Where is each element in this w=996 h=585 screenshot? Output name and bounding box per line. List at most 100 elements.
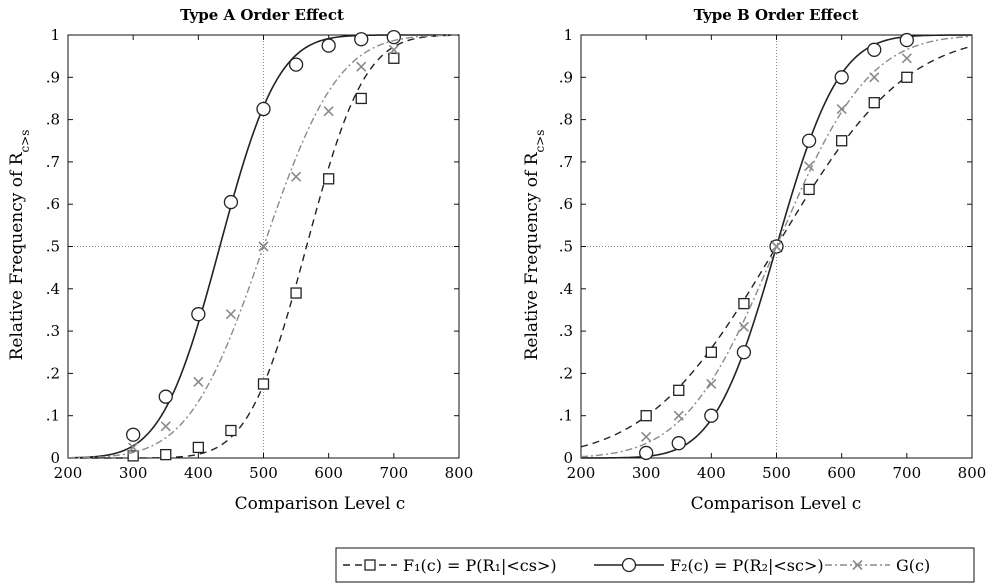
data-point-g: [323, 106, 334, 117]
y-axis-label: Relative Frequency of Rc>s: [7, 130, 32, 361]
data-point-g: [225, 309, 236, 320]
legend-label: F₂(c) = P(R₂|<sc>): [670, 556, 824, 575]
y-tick-label: 1: [563, 26, 573, 44]
data-point-f2: [736, 345, 752, 360]
series-f1: [68, 34, 460, 462]
x-tick-label: 400: [697, 464, 726, 482]
data-point-f1: [160, 448, 172, 461]
data-point-g: [673, 410, 684, 421]
y-tick-label: .1: [46, 407, 60, 425]
data-point-f1: [836, 135, 848, 147]
x-tick-label: 400: [184, 464, 213, 482]
x-tick-label: 200: [567, 464, 596, 482]
x-tick-label: 600: [314, 464, 343, 482]
legend-entry-f1: F₁(c) = P(R₁|<cs>): [343, 556, 557, 575]
y-tick-label: .6: [46, 195, 60, 213]
series-g: [67, 34, 460, 459]
y-tick-label: .9: [559, 68, 573, 86]
x-tick-label: 800: [958, 464, 987, 482]
y-tick-label: .9: [46, 68, 60, 86]
data-point-f2: [834, 70, 849, 85]
legend: F₁(c) = P(R₁|<cs>) F₂(c) = P(R₂|<sc>) G(c): [335, 547, 975, 583]
data-point-g: [356, 61, 367, 72]
data-point-f2: [158, 389, 173, 404]
data-point-f2: [671, 436, 686, 451]
data-point-f2: [867, 42, 882, 57]
x-tick-label: 300: [632, 464, 661, 482]
data-point-f1: [640, 410, 652, 422]
y-tick-label: .3: [559, 322, 573, 340]
y-axis-label-sub: c>s: [18, 130, 32, 153]
data-point-f1: [323, 173, 335, 185]
legend-marker: [621, 557, 637, 573]
panel-type-b: Type B Order Effect Relative Frequency o…: [522, 6, 986, 514]
data-point-f1: [290, 287, 302, 299]
y-tick-label: .1: [559, 407, 573, 425]
y-tick-label: .3: [46, 322, 60, 340]
y-tick-label: .6: [559, 195, 573, 213]
data-point-g: [901, 53, 912, 64]
legend-entry-g: G(c): [825, 556, 930, 575]
chart-title: Type B Order Effect: [694, 6, 859, 24]
data-point-g: [836, 103, 847, 115]
chart-title: Type A Order Effect: [180, 6, 344, 24]
data-point-f2: [321, 38, 336, 53]
y-tick-label: .5: [559, 238, 573, 256]
data-point-f2: [354, 32, 369, 47]
data-point-f2: [191, 307, 206, 322]
legend-label: G(c): [896, 556, 930, 575]
y-tick-label: .5: [46, 238, 60, 256]
data-point-g: [258, 241, 269, 252]
data-point-f2: [223, 194, 239, 210]
data-point-f1: [388, 52, 400, 64]
y-tick-label: .4: [559, 280, 573, 298]
data-point-f1: [738, 297, 750, 310]
data-point-g: [641, 431, 652, 442]
legend-marker: [364, 559, 376, 571]
data-point-g: [128, 442, 139, 453]
y-tick-label: .8: [46, 111, 60, 129]
data-point-f1: [192, 441, 204, 454]
legend-entry-f2: F₂(c) = P(R₂|<sc>): [594, 556, 824, 575]
y-tick-label: 0: [50, 449, 60, 467]
data-point-f2: [639, 445, 654, 461]
data-point-f1: [257, 378, 270, 390]
y-tick-label: .2: [46, 364, 60, 382]
panel-type-a: Type A Order Effect Relative Frequency o…: [7, 6, 473, 514]
data-point-f2: [288, 57, 304, 72]
y-tick-label: .2: [559, 364, 573, 382]
series-f2: [67, 29, 459, 459]
data-point-f1: [901, 71, 913, 83]
data-point-f1: [673, 384, 685, 396]
data-point-g: [193, 376, 204, 387]
data-point-f1: [355, 92, 367, 105]
data-point-f1: [127, 450, 139, 462]
data-point-g: [804, 161, 815, 172]
svg-text:Relative Frequency of Rc>s: Relative Frequency of Rc>s: [7, 130, 32, 361]
svg-text:Relative Frequency of Rc>s: Relative Frequency of Rc>s: [522, 130, 547, 361]
y-tick-label: .4: [46, 280, 60, 298]
x-axis-label: Comparison Level c: [691, 494, 862, 514]
data-point-g: [706, 378, 717, 390]
x-tick-label: 300: [119, 464, 148, 482]
y-tick-label: .7: [559, 153, 573, 171]
data-point-g: [160, 421, 171, 432]
data-point-f2: [704, 408, 719, 423]
data-point-f2: [256, 101, 271, 117]
data-point-g: [869, 72, 880, 83]
data-point-f2: [126, 427, 141, 442]
y-tick-label: 0: [563, 449, 573, 467]
x-tick-label: 800: [445, 464, 474, 482]
x-axis-label: Comparison Level c: [235, 494, 406, 514]
legend-marker: [852, 559, 863, 571]
data-point-g: [771, 241, 782, 252]
y-axis-label: Relative Frequency of Rc>s: [522, 130, 547, 361]
data-point-g: [738, 321, 749, 332]
data-point-f2: [801, 133, 817, 148]
data-point-f1: [868, 97, 880, 109]
y-axis-label-main: Relative Frequency of R: [7, 151, 27, 360]
x-tick-label: 500: [762, 464, 791, 482]
data-point-f2: [386, 29, 401, 45]
data-point-f1: [225, 424, 237, 437]
